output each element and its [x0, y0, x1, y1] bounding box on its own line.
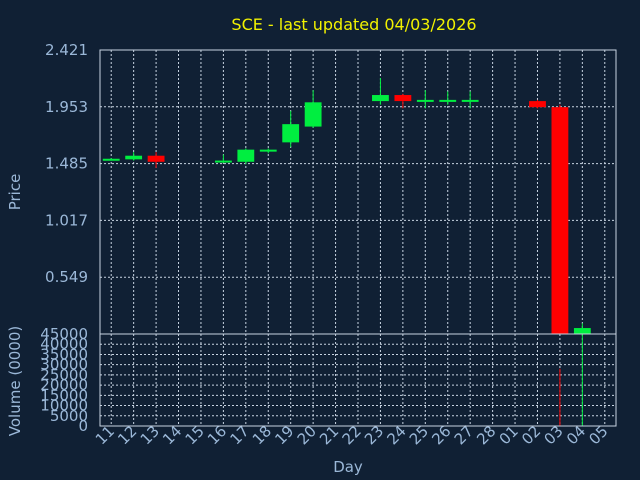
candle-body [416, 99, 434, 102]
volume-grid [100, 333, 616, 427]
volume-tick-label: 15000 [40, 386, 88, 404]
price-axis-label: Price [6, 174, 24, 211]
candle-body [372, 95, 389, 102]
price-y-ticks: 2.421 1.953 1.485 1.017 0.549 [45, 41, 88, 286]
volume-tick-label: 30000 [40, 356, 88, 374]
price-tick-label: 1.017 [45, 211, 88, 229]
candle-body [573, 328, 591, 335]
candle-body [102, 158, 120, 161]
candle-body [282, 124, 300, 143]
volume-tick-label: 5000 [50, 407, 88, 425]
volume-tick-label: 25000 [40, 366, 88, 384]
volume-tick-label: 35000 [40, 345, 88, 363]
candle-body [304, 102, 322, 127]
volume-tick-label: 10000 [40, 397, 88, 415]
volume-axis-label: Volume (0000) [6, 326, 24, 436]
volume-plot-frame [99, 333, 617, 427]
candle-body [461, 99, 479, 102]
x-axis-label: Day [333, 458, 363, 476]
candle-body [259, 149, 277, 152]
price-tick-label: 2.421 [45, 41, 88, 59]
price-grid [100, 49, 616, 334]
candle-body [551, 107, 569, 335]
price-tick-label: 1.485 [45, 155, 88, 173]
volume-tick-label: 20000 [40, 376, 88, 394]
volume-y-ticks: 4500040000350003000025000200001500010000… [40, 325, 88, 435]
candle-body [529, 101, 546, 108]
volume-tick-label: 40000 [40, 335, 88, 353]
price-tick-label: 1.953 [45, 98, 88, 116]
candle-body [147, 155, 165, 162]
candle-body [394, 95, 412, 102]
candle-body [214, 160, 232, 163]
volume-bars [559, 334, 583, 426]
candle-body [439, 99, 457, 102]
candle-body [125, 155, 143, 160]
volume-tick-label: 45000 [40, 325, 88, 343]
chart-title: SCE - last updated 04/03/2026 [231, 15, 476, 34]
candle-body [237, 149, 255, 162]
volume-tick-label: 0 [78, 417, 88, 435]
price-tick-label: 0.549 [45, 268, 88, 286]
candles [102, 78, 591, 335]
